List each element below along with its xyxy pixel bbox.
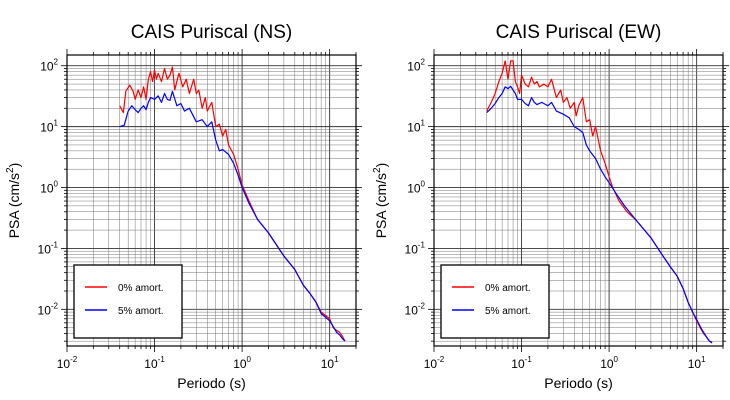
legend-box bbox=[73, 264, 183, 339]
ticks bbox=[61, 49, 362, 352]
x-axis-label: Periodo (s) bbox=[177, 375, 245, 391]
y-tick-label: 10-1 bbox=[405, 240, 426, 256]
x-tick-label: 10-2 bbox=[424, 355, 445, 371]
x-tick-label: 101 bbox=[321, 355, 339, 371]
legend: 0% amort. 5% amort. bbox=[440, 264, 550, 339]
y-axis-label: PSA (cm/s2) bbox=[5, 163, 22, 239]
y-tick-label: 10-2 bbox=[38, 301, 59, 317]
x-tick-label: 10-1 bbox=[511, 355, 532, 371]
series-line-2 bbox=[119, 90, 346, 342]
legend-box bbox=[440, 264, 550, 339]
x-tick-label: 100 bbox=[600, 355, 618, 371]
legend-label: 5% amort. bbox=[118, 306, 164, 317]
x-axis-label: Periodo (s) bbox=[544, 375, 612, 391]
legend-label: 0% amort. bbox=[118, 283, 164, 294]
legend-label: 5% amort. bbox=[485, 306, 531, 317]
series-group bbox=[486, 60, 713, 344]
y-tick-label: 101 bbox=[407, 119, 425, 135]
chart-1: 10-2 10-1 100 101 10-2 10-1 100 101 102 CAIS Puri… bbox=[5, 22, 362, 391]
y-tick-label: 10-2 bbox=[405, 301, 426, 317]
y-tick-label: 102 bbox=[407, 58, 425, 74]
ticks bbox=[428, 49, 729, 352]
y-tick-label: 10-1 bbox=[38, 240, 59, 256]
plot-frame bbox=[433, 54, 724, 347]
y-tick-label: 100 bbox=[407, 180, 425, 196]
chart-title: CAIS Puriscal (EW) bbox=[496, 22, 662, 43]
x-tick-label: 10-2 bbox=[57, 355, 78, 371]
chart-2: 10-2 10-1 100 101 10-2 10-1 100 101 102 CAIS Puri… bbox=[372, 22, 729, 391]
x-tick-label: 101 bbox=[688, 355, 706, 371]
legend: 0% amort. 5% amort. bbox=[73, 264, 183, 339]
x-tick-label: 100 bbox=[233, 355, 251, 371]
series-line-2 bbox=[486, 85, 713, 344]
legend-label: 0% amort. bbox=[485, 283, 531, 294]
y-axis-label: PSA (cm/s2) bbox=[372, 163, 389, 239]
plot-frame bbox=[66, 54, 357, 347]
x-tick-label: 10-1 bbox=[144, 355, 165, 371]
chart-title: CAIS Puriscal (NS) bbox=[131, 22, 293, 43]
y-tick-label: 101 bbox=[40, 119, 58, 135]
y-tick-label: 100 bbox=[40, 180, 58, 196]
y-tick-label: 102 bbox=[40, 58, 58, 74]
series-group bbox=[119, 66, 346, 342]
